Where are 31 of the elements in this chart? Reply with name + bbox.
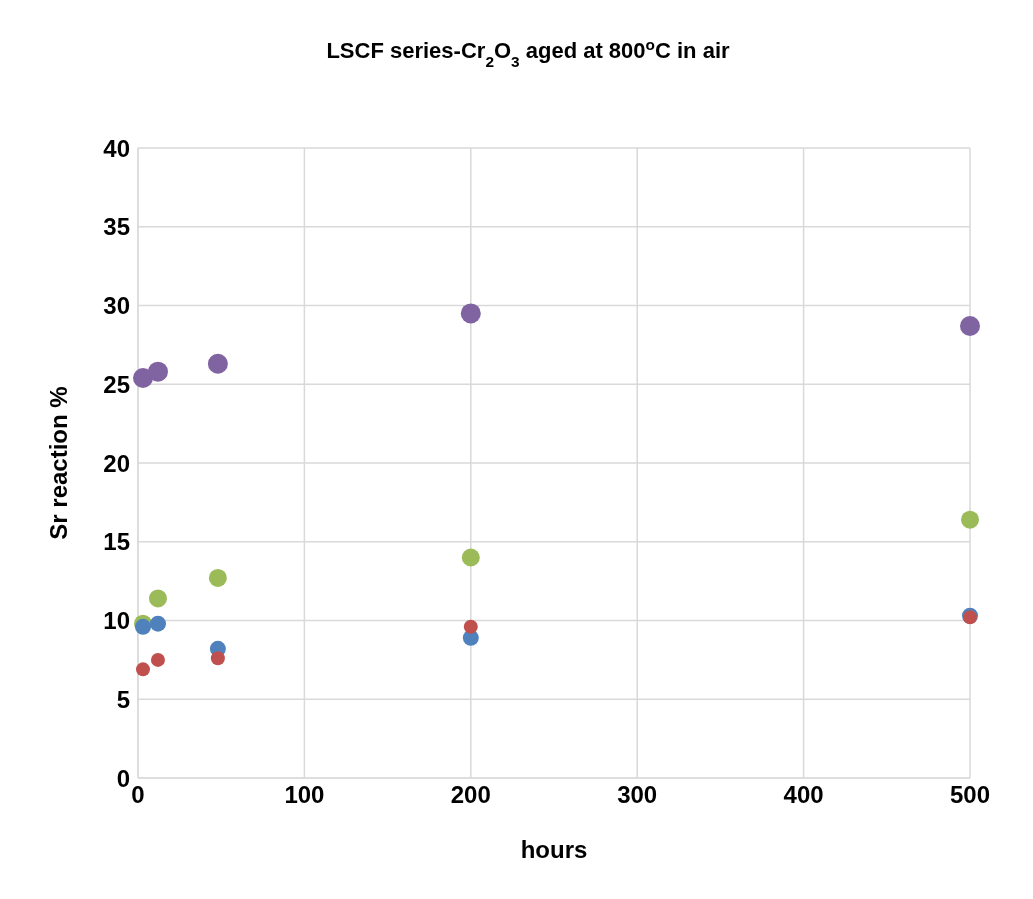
point: [135, 662, 150, 677]
y-tick-label: 15: [103, 528, 130, 556]
point: [208, 568, 227, 587]
point: [461, 548, 480, 567]
y-tick-label: 5: [116, 685, 130, 713]
point: [210, 651, 225, 666]
y-tick-label: 20: [103, 449, 130, 477]
x-tick-label: 400: [783, 781, 824, 809]
point: [149, 615, 166, 632]
x-tick-label: 200: [450, 781, 491, 809]
x-tick-label: 500: [949, 781, 991, 809]
point: [960, 315, 980, 336]
x-tick-label: 300: [617, 781, 658, 809]
point: [961, 510, 979, 529]
point: [463, 619, 478, 634]
y-tick-label: 10: [103, 607, 130, 635]
chart-title: LSCF series-Cr$_{2}$O$_{3}$ aged at 800$^{o}$C in air: [326, 35, 730, 70]
point: [207, 353, 228, 374]
x-axis-title: hours: [520, 836, 588, 863]
x-tick-label: 100: [284, 781, 325, 809]
point: [150, 652, 165, 667]
point: [148, 589, 167, 608]
y-axis-title: Sr reaction %: [44, 386, 72, 540]
point: [147, 361, 168, 382]
point: [134, 618, 151, 635]
y-tick-label: 35: [103, 213, 130, 241]
y-tick-label: 30: [103, 292, 130, 320]
y-tick-label: 25: [103, 370, 130, 398]
y-tick-label: 0: [116, 764, 130, 792]
point: [460, 303, 481, 324]
y-tick-label: 40: [103, 134, 130, 162]
